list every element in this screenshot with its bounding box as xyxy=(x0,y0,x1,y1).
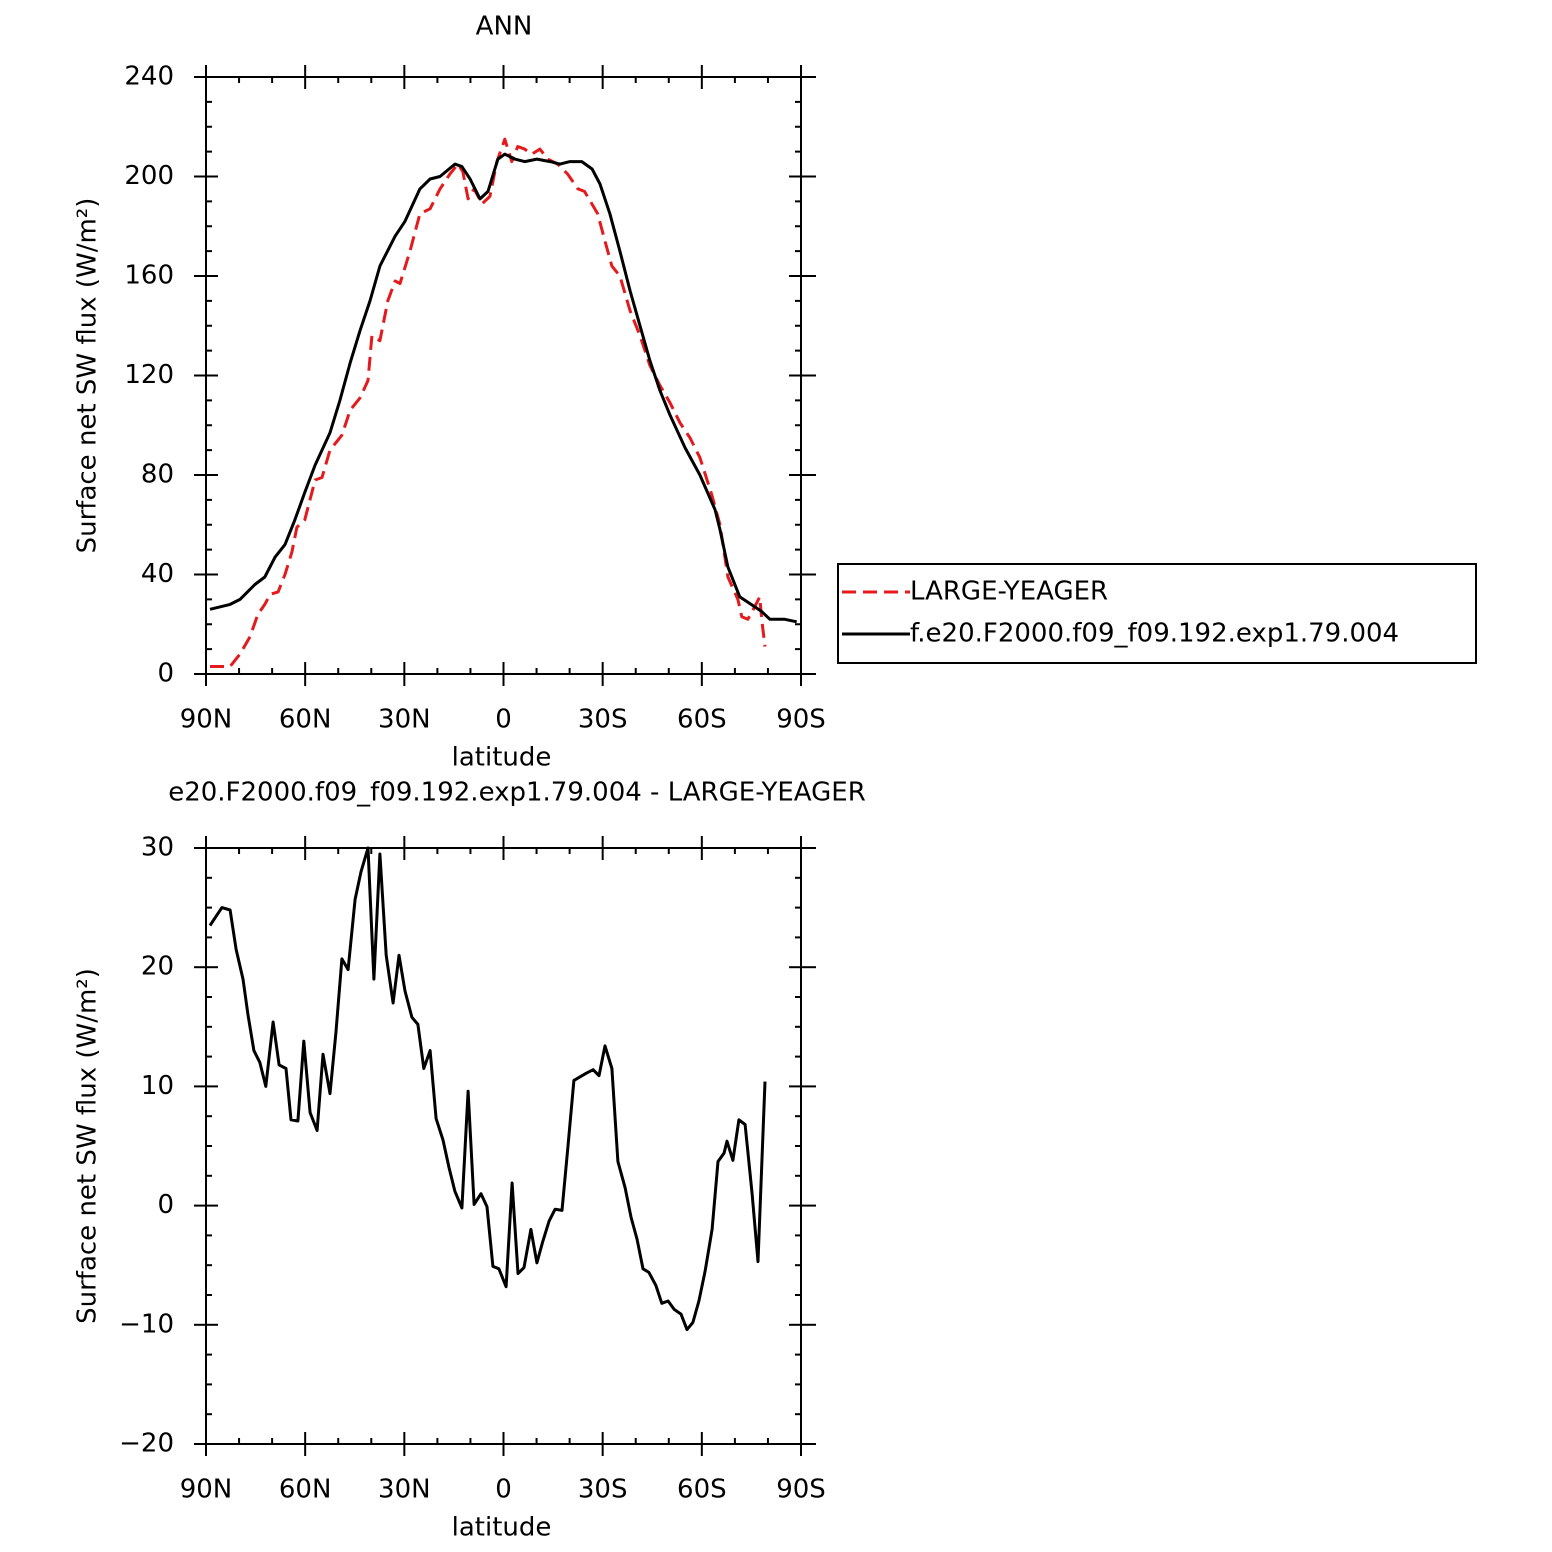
legend: LARGE-YEAGER f.e20.F2000.f09_f09.192.exp1… xyxy=(837,563,1477,664)
x-tick-label: 90N xyxy=(180,1475,233,1505)
y-tick-label: 0 xyxy=(157,659,174,689)
y-tick-label: 40 xyxy=(141,559,174,589)
legend-label: LARGE-YEAGER xyxy=(910,577,1108,607)
y-tick-label: 80 xyxy=(141,460,174,490)
x-tick-label: 30S xyxy=(578,705,628,735)
x-axis-label: latitude xyxy=(452,743,552,773)
x-tick-label: 30S xyxy=(578,1475,628,1505)
plot-frame xyxy=(205,76,802,675)
x-tick-label: 30N xyxy=(378,1475,431,1505)
plot-frame xyxy=(205,847,802,1445)
x-tick-label: 30N xyxy=(378,705,431,735)
y-tick-label: 20 xyxy=(141,952,174,982)
x-tick-label: 0 xyxy=(495,705,512,735)
y-tick-label: 120 xyxy=(124,360,174,390)
x-tick-label: 90S xyxy=(776,1475,826,1505)
y-tick-label: 240 xyxy=(124,62,174,92)
x-tick-label: 60S xyxy=(677,705,727,735)
y-tick-label: −20 xyxy=(119,1429,174,1459)
y-axis-label: Surface net SW flux (W/m²) xyxy=(73,198,103,554)
x-tick-label: 90N xyxy=(180,705,233,735)
data-line xyxy=(208,846,767,1332)
legend-box xyxy=(837,563,1477,664)
y-axis-label: Surface net SW flux (W/m²) xyxy=(73,968,103,1324)
y-tick-label: 10 xyxy=(141,1071,174,1101)
x-tick-label: 60N xyxy=(279,1475,332,1505)
y-tick-label: 160 xyxy=(124,261,174,291)
y-tick-label: 200 xyxy=(124,161,174,191)
chart-title: ANN xyxy=(476,12,533,42)
x-tick-label: 0 xyxy=(495,1475,512,1505)
y-tick-label: 30 xyxy=(141,833,174,863)
legend-label: f.e20.F2000.f09_f09.192.exp1.79.004 xyxy=(910,619,1399,649)
data-line xyxy=(209,152,798,624)
x-tick-label: 60N xyxy=(279,705,332,735)
data-line xyxy=(210,137,767,668)
x-axis-label: latitude xyxy=(452,1513,552,1543)
y-tick-label: −10 xyxy=(119,1309,174,1339)
y-tick-label: 0 xyxy=(157,1190,174,1220)
chart-title: e20.F2000.f09_f09.192.exp1.79.004 - LARG… xyxy=(168,778,866,808)
x-tick-label: 90S xyxy=(776,705,826,735)
x-tick-label: 60S xyxy=(677,1475,727,1505)
